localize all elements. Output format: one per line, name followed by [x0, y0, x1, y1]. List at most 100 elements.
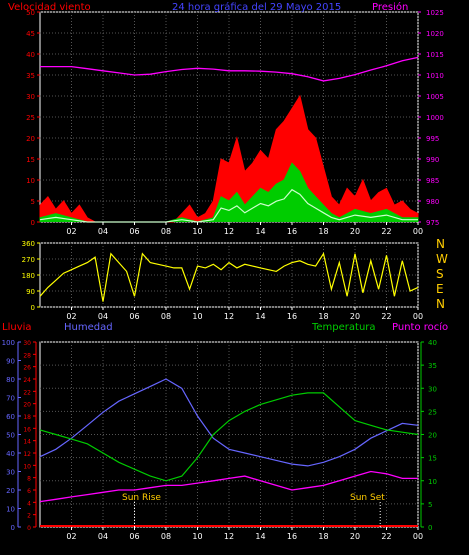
compass-w: W [436, 252, 448, 266]
rain-y-tick-label: 22 [23, 389, 31, 396]
climate-x-tick-label: 04 [98, 532, 108, 541]
climate-x-tick-label: 22 [381, 532, 391, 541]
rain-y-tick-label: 10 [23, 463, 31, 470]
direction-x-tick-label: 16 [287, 312, 297, 321]
rain-y-tick-label: 14 [23, 439, 31, 446]
dewpoint-line [39, 470, 418, 503]
temperature-title: Temperatura [312, 322, 376, 333]
wind-x-tick-label: 14 [255, 227, 265, 236]
rain-y-tick-label: 0 [27, 525, 31, 532]
rain-y-tick-label: 6 [27, 488, 31, 495]
direction-x-tick-label: 08 [161, 312, 171, 321]
humidity-y-tick-label: 30 [6, 469, 15, 477]
wind-x-tick-label: 06 [129, 227, 139, 236]
climate-x-tick-label: 06 [129, 532, 139, 541]
pressure-y-tick-label: 1015 [426, 51, 444, 59]
wind-y-tick-label: 10 [26, 177, 35, 185]
wind-x-tick-label: 00 [413, 227, 423, 236]
humidity-y-tick-label: 60 [6, 413, 15, 421]
wind-x-tick-label: 08 [161, 227, 171, 236]
wind-y-tick-label: 0 [31, 219, 35, 227]
wind-x-tick-label: 02 [66, 227, 76, 236]
wind-x-tick-label: 10 [192, 227, 202, 236]
climate-x-tick-label: 14 [255, 532, 265, 541]
temperature-y-tick-label: 0 [428, 524, 432, 532]
direction-y-tick-label: 360 [22, 240, 35, 248]
climate-x-tick-label: 12 [224, 532, 234, 541]
direction-x-tick-label: 20 [350, 312, 360, 321]
dewpoint-title: Punto rocío [392, 322, 449, 333]
wind-x-tick-label: 18 [318, 227, 328, 236]
compass-n-bottom: N [436, 297, 445, 311]
rain-y-tick-label: 2 [27, 513, 31, 520]
compass-s: S [436, 267, 444, 281]
wind-y-tick-label: 50 [26, 9, 35, 17]
temperature-y-tick-label: 5 [428, 501, 432, 509]
wind-y-tick-label: 5 [31, 198, 35, 206]
humidity-y-tick-label: 80 [6, 376, 15, 384]
wind-y-tick-label: 20 [26, 135, 35, 143]
pressure-title: Presión [372, 2, 409, 13]
direction-y-tick-label: 270 [22, 256, 35, 264]
wind-y-tick-label: 40 [26, 51, 35, 59]
wind-y-tick-label: 35 [26, 72, 35, 80]
humidity-y-tick-label: 90 [6, 358, 15, 366]
pressure-line [40, 56, 419, 82]
climate-x-tick-label: 10 [192, 532, 202, 541]
temperature-y-tick-label: 10 [428, 478, 437, 486]
direction-y-tick-label: 90 [26, 288, 35, 296]
temperature-y-tick-label: 35 [428, 362, 437, 370]
direction-x-tick-label: 22 [381, 312, 391, 321]
temperature-y-tick-label: 30 [428, 385, 437, 393]
wind-x-tick-label: 20 [350, 227, 360, 236]
direction-x-tick-label: 02 [66, 312, 76, 321]
humidity-y-tick-label: 50 [6, 432, 15, 440]
humidity-y-tick-label: 10 [6, 506, 15, 514]
climate-x-tick-label: 18 [318, 532, 328, 541]
compass-n-top: N [436, 237, 445, 251]
humidity-line [39, 378, 419, 467]
rain-y-tick-label: 4 [27, 500, 31, 507]
temperature-y-tick-label: 40 [428, 339, 437, 347]
climate-x-tick-label: 00 [413, 532, 423, 541]
sunset-label: Sun Set [350, 493, 385, 503]
pressure-y-tick-label: 985 [426, 177, 439, 185]
humidity-y-tick-label: 100 [2, 339, 15, 347]
direction-y-tick-label: 180 [22, 272, 35, 280]
wind-speed-title: Velocidad viento [8, 2, 91, 13]
humidity-title: Humedad [64, 322, 113, 333]
humidity-y-tick-label: 70 [6, 395, 15, 403]
humidity-y-tick-label: 20 [6, 487, 15, 495]
climate-x-tick-label: 20 [350, 532, 360, 541]
rain-y-tick-label: 24 [23, 377, 31, 384]
direction-x-tick-label: 18 [318, 312, 328, 321]
wind-y-tick-label: 45 [26, 30, 35, 38]
direction-y-tick-label: 0 [31, 304, 35, 312]
compass-e: E [436, 282, 444, 296]
wind-y-tick-label: 25 [26, 114, 35, 122]
temperature-y-tick-label: 25 [428, 408, 437, 416]
climate-x-tick-label: 08 [161, 532, 171, 541]
rain-y-tick-label: 8 [27, 476, 31, 483]
direction-x-tick-label: 10 [192, 312, 202, 321]
pressure-y-tick-label: 1000 [426, 114, 444, 122]
rain-y-tick-label: 18 [23, 414, 31, 421]
chart-date-title: 24 hora gráfica del 29 Mayo 2015 [172, 2, 342, 13]
temperature-y-tick-label: 20 [428, 432, 437, 440]
rain-y-tick-label: 20 [23, 402, 31, 409]
humidity-y-tick-label: 40 [6, 450, 15, 458]
direction-x-tick-label: 14 [255, 312, 265, 321]
wind-x-tick-label: 22 [381, 227, 391, 236]
rain-y-tick-label: 30 [23, 340, 31, 347]
temperature-y-tick-label: 15 [428, 455, 437, 463]
wind-y-tick-label: 15 [26, 156, 35, 164]
pressure-y-tick-label: 1020 [426, 30, 444, 38]
direction-x-tick-label: 00 [413, 312, 423, 321]
pressure-y-tick-label: 995 [426, 135, 439, 143]
pressure-y-tick-label: 1010 [426, 72, 444, 80]
rain-y-tick-label: 12 [23, 451, 31, 458]
rain-title: Lluvia [2, 322, 32, 333]
rain-y-tick-label: 16 [23, 426, 31, 433]
